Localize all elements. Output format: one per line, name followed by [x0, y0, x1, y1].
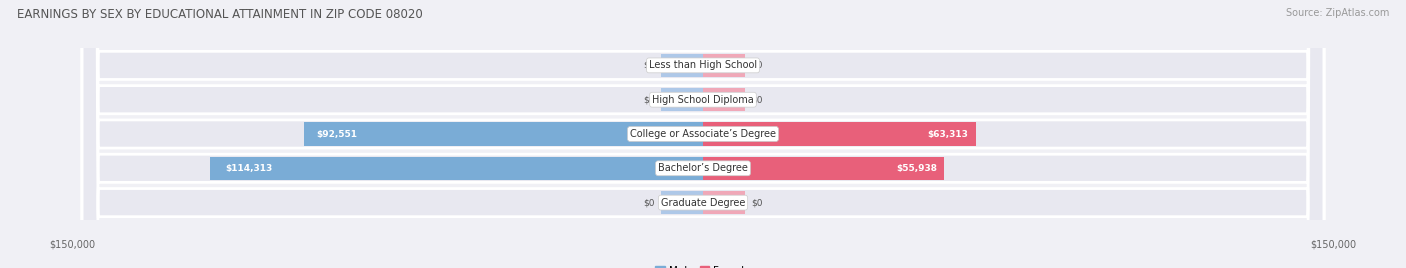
Bar: [703, 54, 745, 77]
Text: EARNINGS BY SEX BY EDUCATIONAL ATTAINMENT IN ZIP CODE 08020: EARNINGS BY SEX BY EDUCATIONAL ATTAINMEN…: [17, 8, 423, 21]
Text: $0: $0: [643, 198, 655, 207]
Text: Less than High School: Less than High School: [650, 60, 756, 70]
Text: $63,313: $63,313: [927, 129, 967, 139]
Bar: [661, 54, 703, 77]
FancyBboxPatch shape: [82, 0, 1324, 268]
Text: $150,000: $150,000: [1310, 239, 1357, 249]
Text: $55,938: $55,938: [896, 164, 936, 173]
Text: $150,000: $150,000: [49, 239, 96, 249]
Bar: [82, 154, 1324, 182]
FancyBboxPatch shape: [82, 0, 1324, 268]
Text: $0: $0: [643, 61, 655, 70]
Text: Source: ZipAtlas.com: Source: ZipAtlas.com: [1285, 8, 1389, 18]
Bar: [209, 157, 703, 180]
Bar: [661, 88, 703, 111]
Text: Graduate Degree: Graduate Degree: [661, 198, 745, 208]
Bar: [661, 191, 703, 214]
Text: Bachelor’s Degree: Bachelor’s Degree: [658, 163, 748, 173]
Bar: [703, 191, 745, 214]
Text: $0: $0: [751, 198, 763, 207]
Bar: [703, 122, 976, 146]
Text: $0: $0: [751, 61, 763, 70]
FancyBboxPatch shape: [82, 0, 1324, 268]
Bar: [703, 157, 945, 180]
Bar: [304, 122, 703, 146]
Bar: [703, 88, 745, 111]
Bar: [82, 120, 1324, 148]
Legend: Male, Female: Male, Female: [651, 261, 755, 268]
Text: College or Associate’s Degree: College or Associate’s Degree: [630, 129, 776, 139]
Bar: [82, 86, 1324, 114]
Text: High School Diploma: High School Diploma: [652, 95, 754, 105]
Bar: [82, 189, 1324, 217]
Text: $0: $0: [751, 95, 763, 104]
Bar: [82, 51, 1324, 79]
FancyBboxPatch shape: [82, 0, 1324, 268]
Text: $0: $0: [643, 95, 655, 104]
FancyBboxPatch shape: [82, 0, 1324, 268]
Text: $92,551: $92,551: [316, 129, 357, 139]
Text: $114,313: $114,313: [225, 164, 273, 173]
